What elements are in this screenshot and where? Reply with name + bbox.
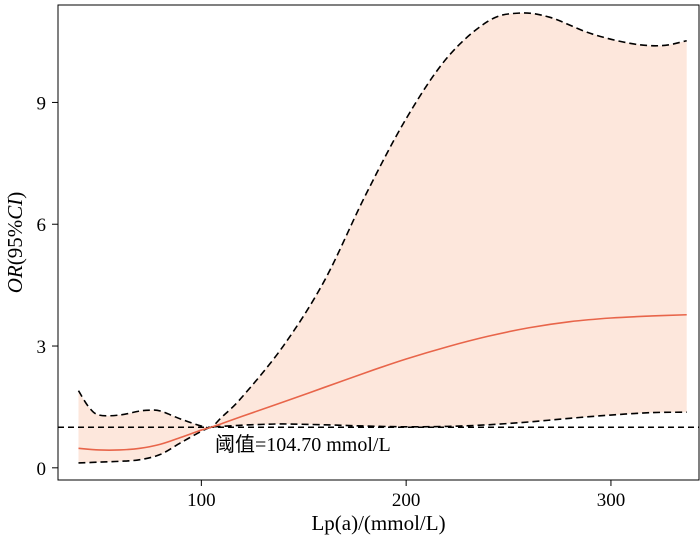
ci-lower-line	[78, 411, 687, 464]
y-tick-label: 0	[37, 459, 47, 480]
confidence-band-layer	[78, 12, 687, 463]
estimate-line	[78, 313, 687, 451]
ci-lines-layer	[77, 12, 687, 464]
y-axis-label: OR(95%CI)	[3, 192, 27, 294]
y-tick-label: 6	[37, 215, 47, 236]
y-tick-label: 3	[37, 337, 47, 358]
x-tick-label: 300	[597, 490, 626, 511]
x-tick-label: 200	[392, 490, 421, 511]
y-tick-label: 9	[37, 93, 47, 114]
confidence-band	[78, 12, 687, 463]
plot-frame	[57, 4, 700, 481]
x-axis-label: Lp(a)/(mmol/L)	[311, 511, 445, 535]
tick-layer: 100 200 300 0 3 6 9	[37, 93, 626, 511]
estimate-line-layer	[78, 313, 687, 451]
ci-upper-line	[77, 12, 687, 429]
threshold-annotation: 阈值=104.70 mmol/L	[215, 433, 391, 456]
x-tick-label: 100	[187, 490, 216, 511]
